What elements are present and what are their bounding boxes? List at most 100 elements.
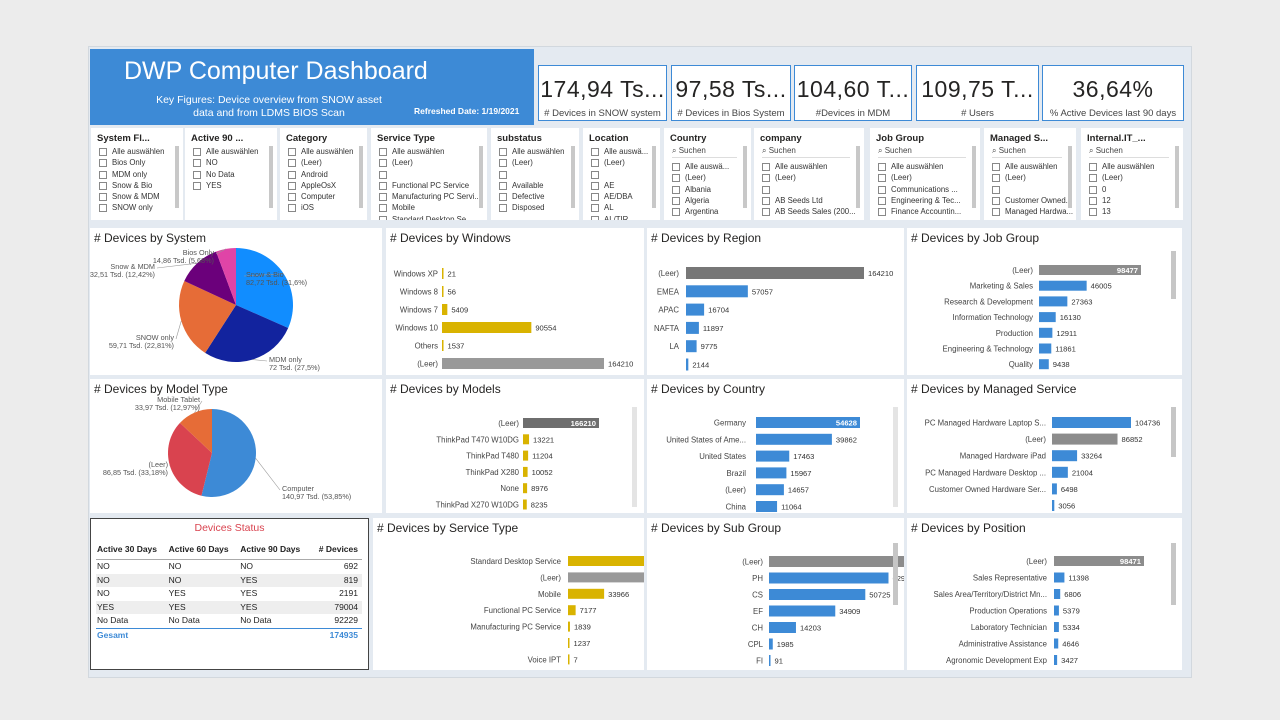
bar[interactable] bbox=[523, 466, 528, 477]
pie-slice[interactable] bbox=[178, 281, 236, 353]
slicer-option[interactable]: AB Seeds Ltd bbox=[762, 195, 864, 206]
checkbox[interactable] bbox=[379, 204, 387, 213]
slicer-option[interactable]: Alle auswählen bbox=[379, 146, 487, 157]
slicer-option[interactable]: 0 bbox=[1089, 184, 1183, 195]
slicer-scrollbar[interactable] bbox=[1175, 146, 1179, 208]
slicer-scrollbar[interactable] bbox=[972, 146, 976, 208]
slicer-option[interactable]: Alle auswählen bbox=[878, 161, 980, 172]
slicer-option[interactable]: No Data bbox=[193, 169, 277, 180]
bar[interactable] bbox=[769, 589, 866, 600]
checkbox[interactable] bbox=[288, 170, 296, 179]
pie-slice[interactable] bbox=[179, 409, 212, 453]
bar[interactable] bbox=[1054, 638, 1059, 649]
bar[interactable] bbox=[523, 418, 599, 428]
bar[interactable] bbox=[1054, 655, 1058, 665]
checkbox[interactable] bbox=[288, 159, 296, 168]
slicer-option[interactable]: NO bbox=[193, 157, 277, 168]
scrollbar[interactable] bbox=[1171, 407, 1176, 457]
checkbox[interactable] bbox=[288, 181, 296, 190]
checkbox[interactable] bbox=[762, 174, 770, 183]
slicer-option[interactable]: (Leer) bbox=[992, 172, 1076, 183]
column-header[interactable]: Active 60 Days bbox=[167, 539, 240, 560]
pie-slice[interactable] bbox=[201, 409, 256, 497]
slicer-option[interactable]: Mobile bbox=[379, 202, 487, 213]
slicer-option[interactable] bbox=[499, 169, 579, 180]
checkbox[interactable] bbox=[499, 193, 507, 202]
slicer-option[interactable]: AL bbox=[591, 202, 660, 213]
slicer-option[interactable]: Available bbox=[499, 180, 579, 191]
slicer-option[interactable] bbox=[762, 184, 864, 195]
checkbox[interactable] bbox=[379, 181, 387, 190]
bar[interactable] bbox=[756, 417, 860, 428]
bar[interactable] bbox=[1039, 280, 1087, 291]
checkbox[interactable] bbox=[1089, 174, 1097, 183]
table-row[interactable]: NO YES YES 2191 bbox=[96, 587, 362, 601]
table-row[interactable]: NO NO YES 819 bbox=[96, 573, 362, 587]
scrollbar-track[interactable] bbox=[893, 407, 898, 507]
bar[interactable] bbox=[756, 484, 784, 496]
slicer-scrollbar[interactable] bbox=[743, 146, 747, 208]
slicer-option[interactable]: Alle auswählen bbox=[992, 161, 1076, 172]
slicer-option[interactable]: Alle auswählen bbox=[499, 146, 579, 157]
slicer-scrollbar[interactable] bbox=[269, 146, 273, 208]
bar[interactable] bbox=[1052, 417, 1131, 428]
bar[interactable] bbox=[523, 434, 530, 445]
bar[interactable] bbox=[1054, 605, 1059, 616]
checkbox[interactable] bbox=[379, 147, 387, 156]
pie-slice[interactable] bbox=[184, 251, 236, 305]
bar[interactable] bbox=[1052, 450, 1078, 462]
slicer-option[interactable]: Snow & MDM bbox=[99, 191, 183, 202]
bar[interactable] bbox=[756, 433, 832, 445]
checkbox[interactable] bbox=[99, 181, 107, 190]
slicer-option[interactable]: Communications ... bbox=[878, 184, 980, 195]
checkbox[interactable] bbox=[878, 162, 886, 171]
column-header[interactable]: Active 90 Days bbox=[239, 539, 311, 560]
slicer-option[interactable]: (Leer) bbox=[878, 172, 980, 183]
checkbox[interactable] bbox=[672, 208, 680, 217]
checkbox[interactable] bbox=[193, 147, 201, 156]
checkbox[interactable] bbox=[99, 193, 107, 202]
scrollbar[interactable] bbox=[893, 543, 898, 605]
bar[interactable] bbox=[1039, 327, 1053, 338]
checkbox[interactable] bbox=[99, 147, 107, 156]
bar[interactable] bbox=[568, 654, 570, 665]
slicer-scrollbar[interactable] bbox=[359, 146, 363, 208]
bar[interactable] bbox=[769, 638, 773, 650]
bar[interactable] bbox=[1039, 265, 1141, 275]
checkbox[interactable] bbox=[992, 162, 1000, 171]
slicer-option[interactable]: Android bbox=[288, 169, 367, 180]
bar[interactable] bbox=[1039, 343, 1052, 354]
bar[interactable] bbox=[1052, 500, 1055, 511]
bar[interactable] bbox=[442, 304, 448, 315]
slicer-search-input[interactable]: ⌕ Suchen bbox=[762, 146, 850, 158]
checkbox[interactable] bbox=[379, 193, 387, 202]
checkbox[interactable] bbox=[591, 181, 599, 190]
pie-slice[interactable] bbox=[216, 248, 236, 305]
slicer-option[interactable]: Albania bbox=[672, 184, 751, 195]
bar[interactable] bbox=[442, 286, 444, 297]
bar[interactable] bbox=[442, 268, 444, 279]
slicer-option[interactable]: Functional PC Service bbox=[379, 180, 487, 191]
pie-slice[interactable] bbox=[236, 248, 293, 328]
scrollbar[interactable] bbox=[1171, 251, 1176, 299]
checkbox[interactable] bbox=[379, 215, 387, 220]
checkbox[interactable] bbox=[878, 174, 886, 183]
checkbox[interactable] bbox=[99, 159, 107, 168]
slicer-option[interactable]: Standard Desktop Se... bbox=[379, 214, 487, 220]
kpi-card-snow-devices[interactable]: 174,94 Ts... # Devices in SNOW system bbox=[538, 65, 667, 121]
slicer-option[interactable]: Alle auswä... bbox=[591, 146, 660, 157]
pie-slice[interactable] bbox=[168, 422, 212, 496]
checkbox[interactable] bbox=[1089, 185, 1097, 194]
checkbox[interactable] bbox=[992, 174, 1000, 183]
bar[interactable] bbox=[756, 450, 790, 462]
checkbox[interactable] bbox=[499, 204, 507, 213]
checkbox[interactable] bbox=[193, 159, 201, 168]
bar[interactable] bbox=[1054, 622, 1059, 632]
checkbox[interactable] bbox=[1089, 196, 1097, 205]
slicer-option[interactable]: 12 bbox=[1089, 195, 1183, 206]
slicer-scrollbar[interactable] bbox=[479, 146, 483, 208]
checkbox[interactable] bbox=[499, 147, 507, 156]
scrollbar-track[interactable] bbox=[632, 407, 637, 507]
bar[interactable] bbox=[769, 622, 796, 633]
slicer-option[interactable]: (Leer) bbox=[499, 157, 579, 168]
